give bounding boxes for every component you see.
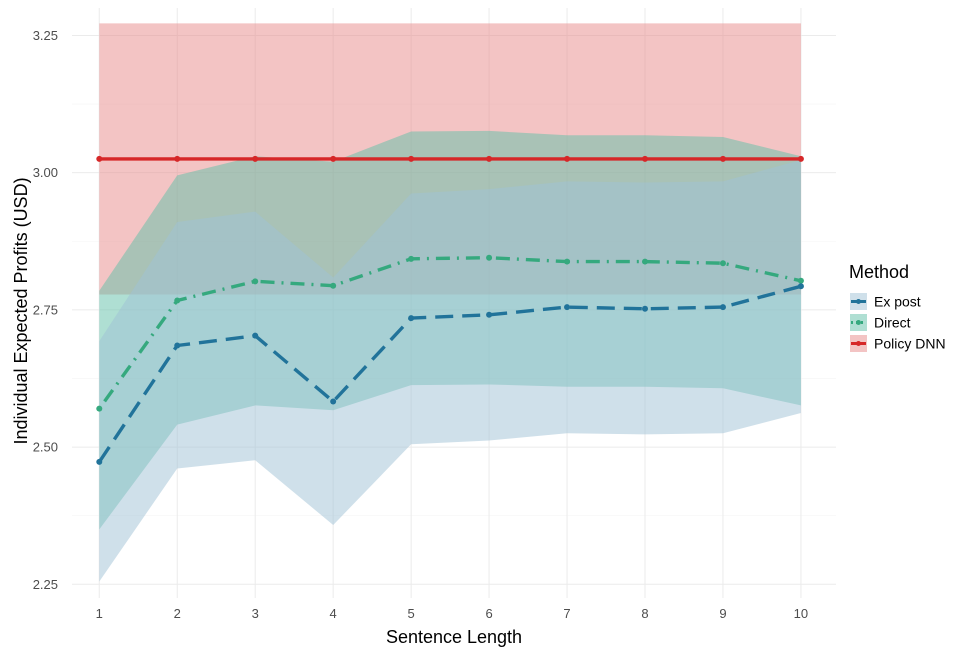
point-ex-post [96,458,103,465]
x-tick-label: 5 [408,606,415,621]
x-axis-title: Sentence Length [386,627,522,647]
point-direct [408,255,415,262]
point-policy-dnn [408,155,415,162]
point-direct [642,258,648,265]
x-tick-label: 3 [252,606,259,621]
legend-title: Method [849,262,909,282]
legend-label: Ex post [874,294,921,310]
point-ex-post [719,304,726,311]
legend-point [856,299,861,304]
line-direct [97,256,802,410]
point-direct [797,277,804,284]
point-direct [174,297,181,304]
point-policy-dnn [174,155,181,162]
y-tick-label: 2.25 [33,577,58,592]
point-policy-dnn [642,155,648,162]
point-direct [252,278,259,285]
y-tick-label: 3.00 [33,165,58,180]
y-tick-label: 2.50 [33,440,58,455]
legend-item-ex-post: Ex post [850,293,921,310]
y-axis-title: Individual Expected Profits (USD) [11,177,31,444]
x-tick-label: 10 [794,606,808,621]
x-tick-label: 1 [96,606,103,621]
x-tick-label: 2 [174,606,181,621]
point-direct [486,254,493,261]
point-ex-post [486,311,493,318]
series-lines [96,155,804,465]
line-ex-post [97,284,802,463]
legend: Method Ex post Direct Policy DNN [849,262,946,352]
x-tick-label: 7 [563,606,570,621]
point-ex-post [564,304,571,311]
point-policy-dnn [797,155,804,162]
point-ex-post [330,398,337,405]
point-policy-dnn [96,155,103,162]
legend-point [856,341,861,346]
point-direct [719,260,726,267]
band-ex-post [99,160,801,582]
point-direct [330,282,337,289]
legend-label: Direct [874,315,911,331]
point-policy-dnn [252,155,259,162]
point-policy-dnn [330,155,337,162]
x-tick-label: 6 [485,606,492,621]
y-tick-label: 2.75 [33,302,58,317]
point-policy-dnn [719,155,726,162]
x-tick-label: 9 [719,606,726,621]
point-ex-post [252,332,259,339]
point-direct [564,258,571,265]
point-ex-post [797,283,804,290]
axis-ticks: 2.25 2.50 2.75 3.00 3.25 1 2 3 4 5 6 7 8 9 10 [33,28,808,621]
x-tick-label: 4 [330,606,337,621]
point-policy-dnn [486,155,493,162]
point-policy-dnn [564,155,571,162]
legend-point [856,320,861,325]
legend-label: Policy DNN [874,336,946,352]
point-direct [96,405,103,412]
point-ex-post [642,305,648,312]
legend-item-direct: Direct [850,314,911,331]
x-tick-label: 8 [641,606,648,621]
legend-item-policy-dnn: Policy DNN [850,335,946,352]
confidence-bands [99,23,801,582]
point-ex-post [174,342,181,349]
point-ex-post [408,315,415,322]
y-tick-label: 3.25 [33,28,58,43]
